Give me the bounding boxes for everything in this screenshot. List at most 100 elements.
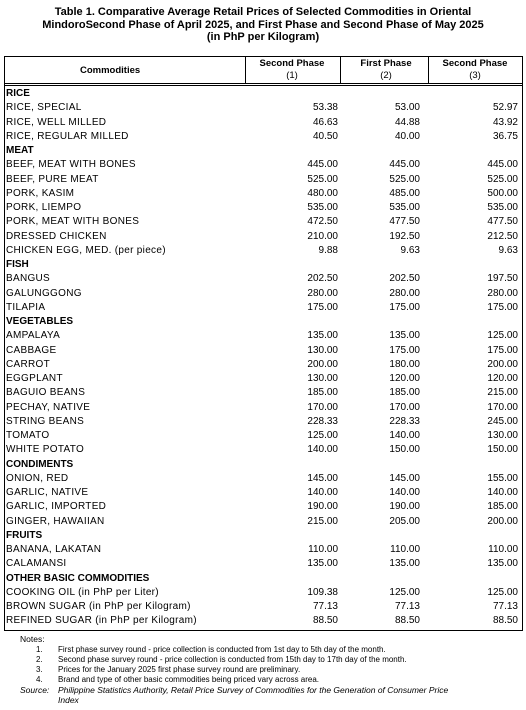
price: 110.00 xyxy=(308,544,338,555)
commodity: PECHAY, NATIVE xyxy=(6,401,91,413)
note-number: 2. xyxy=(36,655,43,664)
price: 135.00 xyxy=(307,330,338,342)
price: 210.00 xyxy=(307,230,338,242)
price: 140.00 xyxy=(389,430,420,441)
commodity: GARLIC, IMPORTED xyxy=(6,501,107,513)
price: 150.00 xyxy=(487,444,518,456)
commodity: TILAPIA xyxy=(6,301,46,313)
price: 535.00 xyxy=(389,202,420,213)
price: 170.00 xyxy=(389,401,420,413)
source-label: Source: xyxy=(20,685,50,695)
price: 170.00 xyxy=(487,401,518,413)
section-header: FISH xyxy=(6,259,29,270)
price: 477.50 xyxy=(389,216,420,228)
section-header: MEAT xyxy=(6,145,34,156)
price: 185.00 xyxy=(389,387,420,399)
note-text: Brand and type of other basic commoditie… xyxy=(58,675,320,684)
rule xyxy=(4,56,522,57)
price: 125.00 xyxy=(307,430,338,441)
price: 197.50 xyxy=(487,273,518,285)
price: 125.00 xyxy=(487,586,518,598)
section-header: OTHER BASIC COMMODITIES xyxy=(6,572,150,584)
price: 480.00 xyxy=(307,187,338,199)
price: 535.00 xyxy=(487,202,518,213)
price: 215.00 xyxy=(487,387,518,399)
price: 9.63 xyxy=(498,244,518,256)
price: 445.00 xyxy=(487,159,518,171)
price: 109.38 xyxy=(307,586,338,598)
price: 185.00 xyxy=(307,387,338,399)
commodity: ONION, RED xyxy=(6,472,69,484)
commodity: GINGER, HAWAIIAN xyxy=(6,515,105,527)
rule xyxy=(4,85,522,86)
price: 135.00 xyxy=(487,558,518,570)
commodity: PORK, LIEMPO xyxy=(6,202,82,213)
rule xyxy=(245,56,246,83)
price: 280.00 xyxy=(389,287,420,299)
price: 228.33 xyxy=(389,415,420,427)
price: 77.13 xyxy=(312,601,338,612)
price: 53.00 xyxy=(394,102,420,114)
source-text: Philippine Statistics Authority, Retail … xyxy=(58,685,449,695)
price: 175.00 xyxy=(307,301,338,313)
title-line: Table 1. Comparative Average Retail Pric… xyxy=(54,6,472,18)
price: 175.00 xyxy=(389,301,420,313)
commodity: BANGUS xyxy=(6,273,51,285)
column-header: Second Phase xyxy=(442,58,508,69)
price: 175.00 xyxy=(487,301,518,313)
header-commodities: Commodities xyxy=(80,65,141,76)
price: 445.00 xyxy=(389,159,420,171)
rule xyxy=(340,56,341,83)
commodity: REFINED SUGAR (in PhP per Kilogram) xyxy=(6,615,197,627)
commodity: WHITE POTATO xyxy=(6,444,85,456)
commodity: PORK, MEAT WITH BONES xyxy=(6,216,140,228)
rule xyxy=(522,56,523,631)
column-number: (3) xyxy=(469,70,481,81)
price: 36.75 xyxy=(492,130,518,142)
price: 9.63 xyxy=(400,244,420,256)
price: 215.00 xyxy=(307,515,338,527)
price: 180.00 xyxy=(389,358,420,370)
note-text: Second phase survey round - price collec… xyxy=(58,655,407,664)
price: 185.00 xyxy=(487,501,518,513)
commodity: CARROT xyxy=(6,358,51,370)
commodity: CHICKEN EGG, MED. (per piece) xyxy=(6,244,166,256)
commodity: CABBAGE xyxy=(6,344,57,356)
commodity: AMPALAYA xyxy=(6,330,61,342)
price: 200.00 xyxy=(487,515,518,527)
price: 472.50 xyxy=(307,216,338,228)
rule xyxy=(4,56,5,631)
commodity: RICE, WELL MILLED xyxy=(6,116,107,128)
price: 44.88 xyxy=(394,116,420,128)
price: 145.00 xyxy=(389,472,420,484)
price: 200.00 xyxy=(487,358,518,370)
price: 190.00 xyxy=(389,501,420,513)
rule xyxy=(4,630,522,631)
price: 192.50 xyxy=(389,230,420,242)
commodity: GARLIC, NATIVE xyxy=(6,487,89,498)
note-number: 3. xyxy=(36,665,43,674)
price: 40.50 xyxy=(312,130,338,142)
price: 125.00 xyxy=(389,586,420,598)
commodity: PORK, KASIM xyxy=(6,187,75,199)
price: 500.00 xyxy=(487,187,518,199)
commodity: BANANA, LAKATAN xyxy=(6,544,102,555)
price: 130.00 xyxy=(307,344,338,356)
price: 52.97 xyxy=(492,102,518,114)
commodity: DRESSED CHICKEN xyxy=(6,230,107,242)
title-line: (in PhP per Kilogram) xyxy=(206,31,320,43)
price: 130.00 xyxy=(307,373,338,384)
price: 170.00 xyxy=(307,401,338,413)
commodity: EGGPLANT xyxy=(6,373,63,384)
price: 43.92 xyxy=(492,116,518,128)
price: 120.00 xyxy=(389,373,420,384)
price: 525.00 xyxy=(307,173,338,185)
price: 140.00 xyxy=(389,487,420,498)
price: 202.50 xyxy=(307,273,338,285)
price: 280.00 xyxy=(307,287,338,299)
note-text: Prices for the January 2025 first phase … xyxy=(58,665,301,674)
price: 110.00 xyxy=(390,544,420,555)
column-number: (2) xyxy=(380,70,392,81)
commodity: RICE, SPECIAL xyxy=(6,102,82,114)
commodity: GALUNGGONG xyxy=(6,287,82,299)
